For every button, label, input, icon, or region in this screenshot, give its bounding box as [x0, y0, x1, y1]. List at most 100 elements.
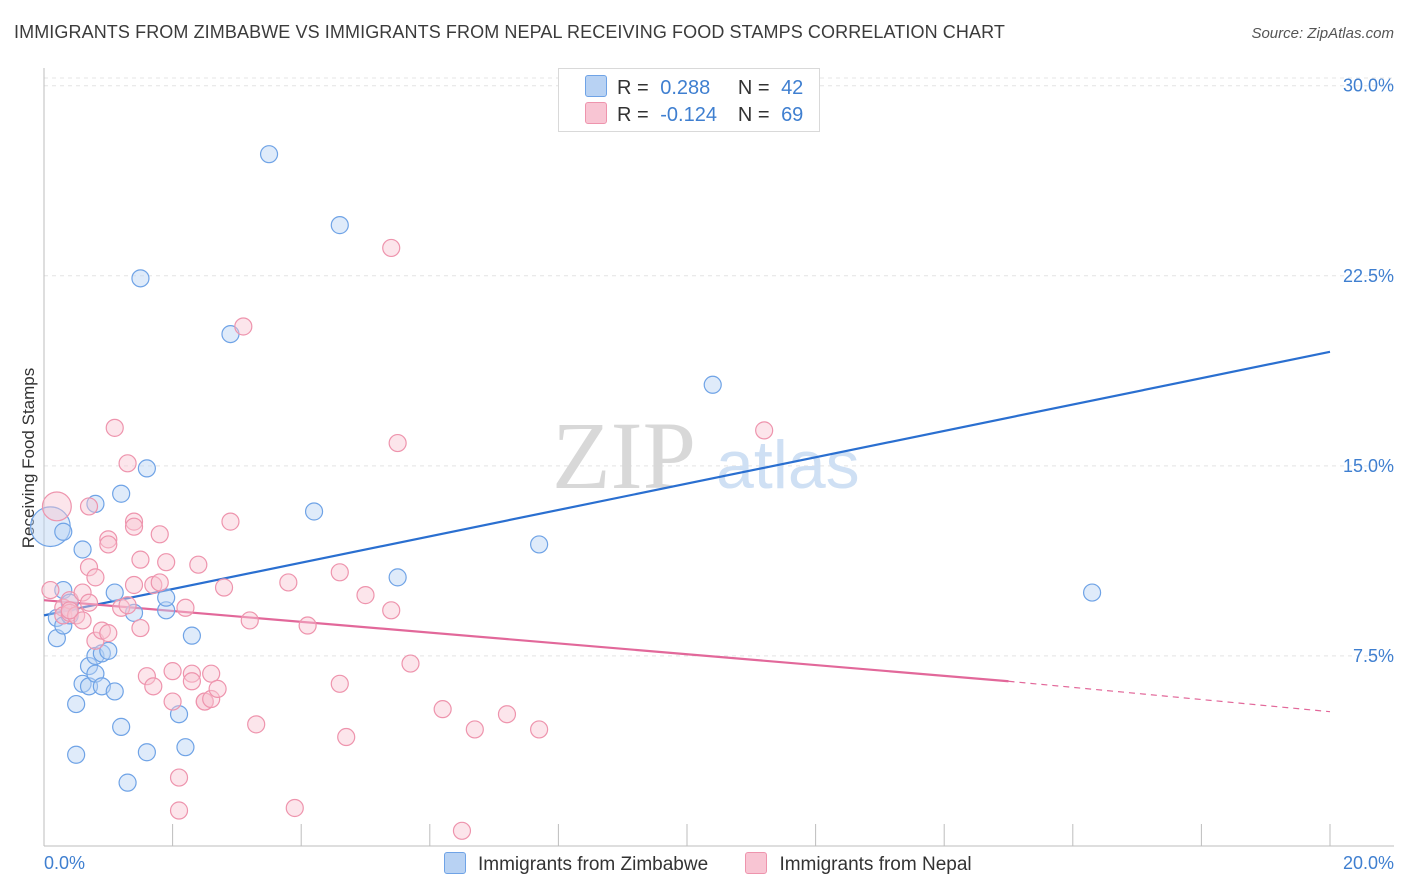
legend-label: Immigrants from Zimbabwe [478, 854, 709, 875]
zimbabwe-trend-line [43, 350, 1331, 617]
nepal-point [182, 664, 201, 683]
zimbabwe-point [703, 375, 722, 394]
nepal-point [465, 720, 484, 739]
nepal-point [337, 727, 356, 747]
nepal-point [124, 512, 144, 531]
zimbabwe-point [67, 694, 86, 714]
legend-item-nepal[interactable]: Immigrants from Nepal [745, 852, 972, 876]
nepal-trend-line [43, 599, 1009, 683]
legend-item-zimbabwe[interactable]: Immigrants from Zimbabwe [444, 852, 708, 876]
nepal-point [60, 601, 79, 620]
nepal-point [163, 662, 182, 681]
nepal-point [298, 616, 317, 635]
nepal-point [150, 573, 169, 592]
nepal-point [131, 618, 150, 638]
zimbabwe-point [105, 682, 124, 701]
zimbabwe-point [137, 743, 156, 762]
x-tick-label: 20.0% [1343, 853, 1394, 873]
chart-title: IMMIGRANTS FROM ZIMBABWE VS IMMIGRANTS F… [14, 22, 1005, 42]
n-value: 42 [781, 77, 804, 99]
y-tick-label: 22.5% [1343, 266, 1394, 286]
nepal-point [79, 593, 99, 612]
nepal-point [208, 679, 227, 698]
n-label: N = [737, 104, 770, 126]
watermark-atlas: atlas [716, 427, 860, 503]
nepal-point [157, 553, 176, 572]
nepal-point [530, 720, 549, 739]
nepal-point [124, 575, 144, 595]
zimbabwe-point [259, 145, 279, 164]
nepal-point [105, 418, 124, 437]
nepal-point [176, 598, 195, 617]
source-credit[interactable]: Source: ZipAtlas.com [1251, 25, 1394, 42]
zimbabwe-point [118, 773, 137, 792]
nepal-point [118, 454, 137, 473]
x-axis-ticks [43, 824, 1331, 846]
y-tick-label: 30.0% [1343, 76, 1394, 96]
x-tick-label: 0.0% [44, 853, 85, 873]
zimbabwe-point [182, 626, 201, 645]
nepal-swatch [745, 852, 768, 874]
nepal-point [221, 512, 240, 531]
zimbabwe-point [105, 583, 124, 602]
nepal-point [330, 563, 349, 582]
nepal-point [124, 517, 144, 536]
zimbabwe-point [54, 522, 73, 541]
zimbabwe-point [137, 459, 156, 478]
y-tick-label: 15.0% [1343, 456, 1394, 476]
nepal-point [41, 580, 60, 600]
zimbabwe-point [388, 568, 407, 587]
nepal-point [240, 611, 259, 630]
zimbabwe-point [131, 269, 150, 288]
zimbabwe-point [99, 641, 118, 660]
zimbabwe-point [112, 484, 131, 503]
zimbabwe-point [1082, 583, 1102, 602]
n-value: 69 [781, 104, 804, 126]
nepal-point [150, 525, 169, 544]
nepal-point [755, 421, 774, 440]
nepal-point [163, 692, 182, 711]
watermark-zip: ZIP [552, 402, 696, 509]
zimbabwe-point [67, 745, 86, 764]
nepal-point [41, 491, 72, 522]
nepal-point [202, 664, 221, 683]
nepal-point [73, 611, 92, 630]
n-label: N = [737, 77, 770, 99]
nepal-point [99, 535, 118, 554]
nepal-point [144, 677, 163, 696]
nepal-point [118, 596, 137, 615]
y-tick-label: 7.5% [1353, 646, 1394, 666]
series-legend: Immigrants from Zimbabwe Immigrants from… [444, 852, 1004, 876]
trend-lines [43, 350, 1331, 713]
zimbabwe-point [112, 717, 131, 736]
nepal-point [247, 715, 266, 734]
zimbabwe-point [73, 540, 92, 559]
nepal-point [330, 674, 349, 693]
zimbabwe-point [530, 535, 549, 554]
nepal-point [202, 689, 221, 709]
nepal-point [433, 700, 452, 719]
nepal-point [189, 555, 208, 574]
nepal-point [169, 801, 189, 820]
nepal-point [401, 654, 420, 673]
nepal-point [182, 672, 201, 691]
zimbabwe-point [304, 502, 324, 521]
nepal-point [131, 550, 150, 569]
zimbabwe-point [79, 656, 99, 676]
nepal-point [86, 568, 105, 587]
nepal-point [382, 238, 401, 258]
nepal-swatch [585, 102, 607, 124]
nepal-point [285, 798, 304, 818]
nepal-point [279, 573, 298, 592]
zimbabwe-point [157, 588, 176, 607]
nepal-point [137, 667, 156, 686]
nepal-point [73, 583, 92, 602]
zimbabwe-point [330, 216, 349, 235]
y-axis-label: Receiving Food Stamps [19, 368, 38, 548]
nepal-point [99, 624, 118, 643]
nepal-point [99, 530, 118, 549]
data-points [30, 145, 1102, 840]
legend-label: Immigrants from Nepal [779, 854, 972, 875]
zimbabwe-swatch [585, 75, 607, 97]
r-value: 0.288 [660, 77, 711, 99]
